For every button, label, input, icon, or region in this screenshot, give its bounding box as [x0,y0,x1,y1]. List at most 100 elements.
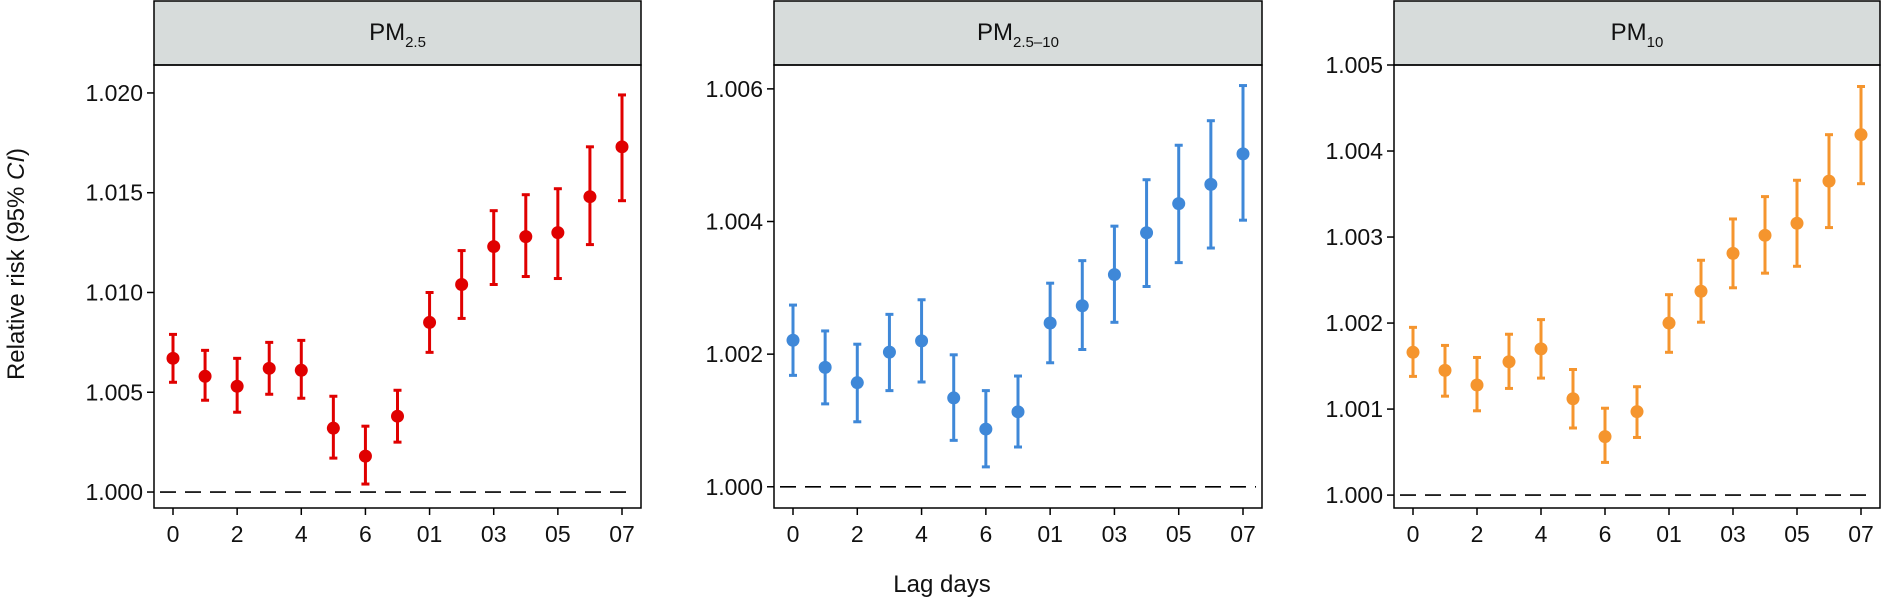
y-tick-label: 1.020 [85,80,143,106]
data-point [1758,228,1772,242]
x-tick-label: 03 [1102,521,1128,547]
y-tick-label: 1.001 [1325,396,1383,422]
data-point [551,226,565,240]
data-point [1043,316,1057,330]
data-point [455,278,469,292]
data-point [1854,128,1868,142]
x-tick-label: 4 [1535,521,1548,547]
x-tick-label: 0 [787,521,800,547]
x-tick-label: 05 [545,521,571,547]
y-tick-label: 1.004 [705,209,763,235]
x-tick-label: 01 [1037,521,1063,547]
x-tick-label: 0 [1407,521,1420,547]
panel-title: PM2.5 [369,19,426,51]
panel-1: PM2.5–10 1.000 1.002 1.004 1.006 0 2 4 6 01 03 05 07 [705,0,1263,547]
y-tick-label: 1.006 [705,76,763,102]
panel-strip [773,0,1263,66]
data-point [818,360,832,374]
data-point [1726,246,1740,260]
x-tick-label: 6 [1599,521,1612,547]
data-point [230,379,244,393]
data-point [1236,147,1250,161]
panel-title: PM2.5–10 [977,19,1059,51]
data-point [391,409,404,423]
y-tick-label: 1.005 [85,379,143,405]
panel-title: PM10 [1611,19,1664,51]
y-tick-label: 1.005 [1325,52,1383,78]
y-tick-label: 1.000 [1325,482,1383,508]
x-tick-label: 05 [1166,521,1192,547]
data-point [1566,392,1580,406]
data-point [947,391,961,405]
x-tick-label: 2 [231,521,244,547]
data-point [519,230,533,244]
y-tick-label: 1.002 [705,341,763,367]
data-point [262,361,276,375]
x-tick-label: 0 [167,521,180,547]
panel-strip [153,0,642,66]
x-tick-label: 2 [851,521,864,547]
data-point [294,363,308,377]
y-tick-label: 1.000 [705,474,763,500]
data-point [1204,177,1218,191]
panel-strip [1393,0,1881,66]
data-point [786,333,800,347]
x-tick-label: 03 [1720,521,1746,547]
data-point [1790,216,1804,230]
y-tick-label: 1.004 [1325,138,1383,164]
data-point [1140,226,1154,240]
plot-frame [1393,64,1881,509]
y-axis-title: Relative risk (95% CI) [3,148,30,380]
x-tick-label: 07 [1230,521,1256,547]
x-tick-label: 4 [295,521,308,547]
panel-0: PM2.5 1.000 1.005 1.010 1.015 1.020 0 2 4 6 01 03 05… [85,0,642,547]
y-tick-label: 1.010 [85,279,143,305]
data-point [979,422,993,436]
data-point [1172,197,1186,211]
data-point [1630,405,1644,419]
panel-2: PM10 1.000 1.001 1.002 1.003 1.004 1.005 0 2 4 6 01… [1325,0,1881,547]
y-tick-label: 1.015 [85,180,143,206]
data-point [166,351,180,365]
data-point [1011,405,1025,419]
data-point [1107,268,1121,282]
data-point [1075,299,1089,313]
y-tick-label: 1.002 [1325,310,1383,336]
data-point [1694,284,1708,298]
x-tick-label: 01 [1656,521,1682,547]
x-tick-label: 4 [915,521,928,547]
plot-frame [153,64,642,509]
x-tick-label: 03 [481,521,507,547]
x-tick-label: 07 [609,521,635,547]
data-point [1406,345,1420,359]
data-point [1502,355,1516,369]
x-tick-label: 05 [1784,521,1810,547]
data-point [326,421,340,435]
data-point [1822,174,1836,188]
x-tick-label: 07 [1848,521,1874,547]
x-tick-label: 6 [359,521,372,547]
data-point [882,345,896,359]
data-point [1470,378,1484,392]
x-tick-label: 01 [417,521,443,547]
x-axis-title: Lag days [893,571,990,598]
plot-frame [773,64,1263,509]
chart-panels: PM2.5 1.000 1.005 1.010 1.015 1.020 0 2 4 6 01 03 05… [85,0,1881,547]
data-point [198,369,212,383]
data-point [915,334,929,348]
data-point [1534,342,1548,356]
data-point [850,376,864,390]
data-point [1438,363,1452,377]
x-tick-label: 2 [1471,521,1484,547]
x-tick-label: 6 [979,521,992,547]
data-point [1598,430,1612,444]
data-point [583,190,597,204]
y-tick-label: 1.003 [1325,224,1383,250]
data-point [615,140,629,154]
data-point [487,240,501,254]
data-point [1662,316,1676,330]
data-point [423,315,437,329]
data-point [358,449,372,463]
y-tick-label: 1.000 [85,479,143,505]
